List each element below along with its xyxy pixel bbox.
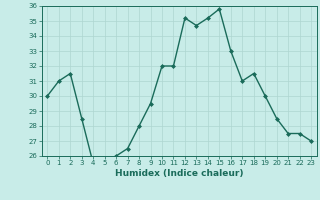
X-axis label: Humidex (Indice chaleur): Humidex (Indice chaleur) xyxy=(115,169,244,178)
